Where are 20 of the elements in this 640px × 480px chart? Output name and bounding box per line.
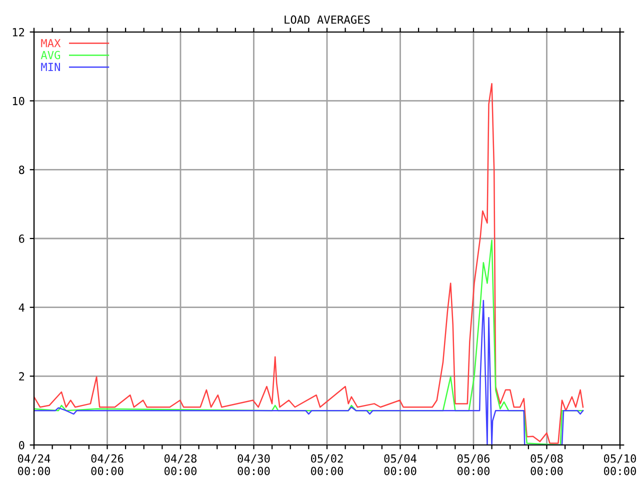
y-tick-label: 4 xyxy=(18,303,24,312)
y-tick-label: 6 xyxy=(19,234,24,243)
x-tick-label: 05/02 00:00 xyxy=(311,454,344,476)
legend-label: MAX xyxy=(41,39,61,48)
y-tick-label: 8 xyxy=(18,166,24,174)
y-tick-label: 2 xyxy=(19,372,24,380)
x-tick-label: 04/28 00:00 xyxy=(164,454,197,476)
x-tick-label: 05/10 00:00 xyxy=(604,454,636,476)
legend-label: AVG xyxy=(40,50,60,60)
x-tick-label: 04/26 00:00 xyxy=(91,454,124,476)
x-tick-label: 05/06 00:00 xyxy=(458,454,490,476)
legend-label: MIN xyxy=(41,62,60,72)
y-tick-label: 12 xyxy=(12,28,24,36)
x-tick-label: 05/04 00:00 xyxy=(384,454,416,476)
y-tick-label: 10 xyxy=(12,96,24,106)
chart-title: LOAD AVERAGES xyxy=(284,15,370,24)
x-tick-label: 04/30 00:00 xyxy=(238,454,270,476)
y-tick-label: 0 xyxy=(19,441,24,450)
x-tick-label: 04/24 00:00 xyxy=(18,454,50,476)
x-tick-label: 05/08 00:00 xyxy=(530,454,563,476)
